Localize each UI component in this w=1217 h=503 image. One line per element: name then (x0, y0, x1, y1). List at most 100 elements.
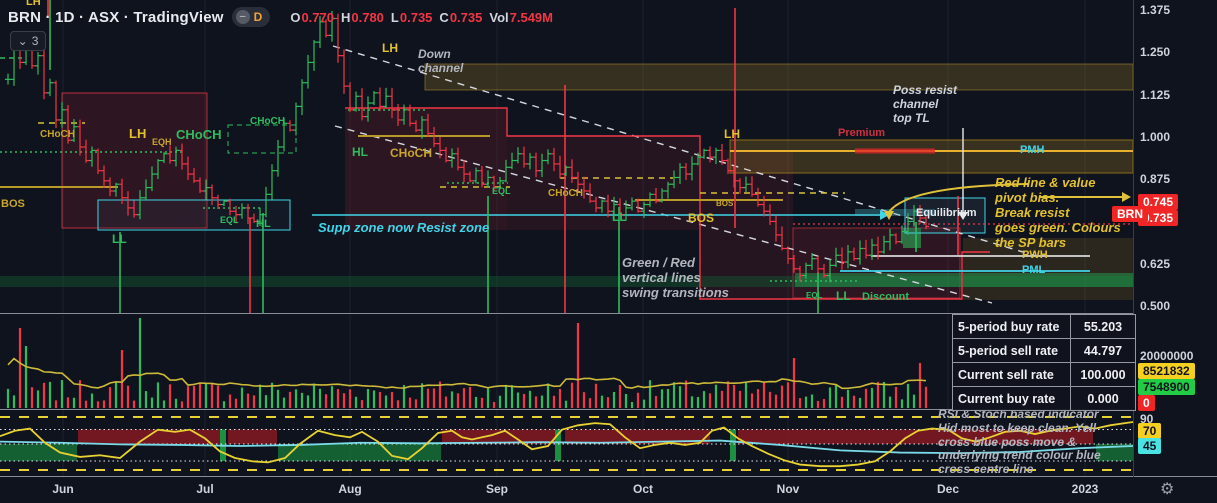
buy-sell-rates-table: 5-period buy rate 55.203 5-period sell rat… (952, 314, 1136, 411)
price-bar (5, 73, 11, 85)
price-bar (149, 166, 155, 192)
chart-structure-label: LL (112, 232, 127, 246)
price-bar (425, 113, 431, 137)
ohlc-key: C (439, 9, 449, 25)
bias-block-green (0, 444, 77, 461)
rate-label: 5-period buy rate (952, 314, 1071, 339)
oscillator-axis[interactable]: 90 70 45 (1134, 409, 1217, 476)
volume-axis[interactable]: 20000000 8521832 7548900 0 (1134, 313, 1217, 411)
price-axis[interactable]: 1.3751.2501.1251.0000.8750.7500.6250.500… (1134, 0, 1217, 313)
price-bar (821, 264, 827, 278)
chart-structure-label: LL (612, 210, 627, 224)
price-bar (167, 145, 173, 164)
chart-structure-label: BOS (688, 211, 715, 225)
price-bar (383, 87, 389, 108)
chart-structure-label: LH (129, 126, 147, 141)
rate-label: Current buy rate (952, 386, 1071, 411)
price-bar (389, 87, 395, 119)
symbol-title[interactable]: BRN · 1D · ASX · TradingView (8, 8, 224, 26)
pivot-step-line (345, 107, 990, 300)
axis-separator (1133, 0, 1134, 477)
price-bar (641, 201, 647, 218)
price-bar (887, 228, 893, 251)
volume-value-badge: 0 (1138, 395, 1155, 411)
pane-separator[interactable] (0, 476, 1217, 477)
price-axis-label: 0.875 (1140, 172, 1171, 186)
price-bar (827, 259, 833, 283)
price-bar (653, 187, 659, 204)
time-axis-label: 2023 (1071, 482, 1099, 496)
oscillator-axis-label: 90 (1140, 412, 1154, 426)
price-badge: 0.735 (1138, 210, 1179, 226)
price-bar (731, 166, 737, 188)
arrow-down-icon (884, 211, 894, 220)
price-bar (521, 146, 527, 168)
time-axis[interactable]: ⚙ Jun Jul Aug Sep Oct Nov Dec 2023 (0, 477, 1217, 503)
price-bar (911, 205, 917, 227)
pane-separator[interactable] (0, 409, 1133, 410)
price-bar (47, 78, 53, 97)
price-bar (455, 147, 461, 171)
pane-separator[interactable] (0, 313, 1133, 314)
chart-structure-label: CHoCH (40, 129, 75, 140)
price-bar (461, 160, 467, 183)
price-bar (647, 192, 653, 208)
price-bar (785, 246, 791, 264)
ohlc-value: 0.770 (301, 9, 334, 25)
price-bar (869, 238, 875, 260)
ohlc-key: Vol (489, 9, 509, 25)
price-axis-label: 1.375 (1140, 3, 1171, 17)
bias-block-red (442, 429, 557, 444)
rate-value: 55.203 (1070, 314, 1136, 339)
price-bar (155, 159, 161, 180)
oscillator-value-badge: 45 (1138, 438, 1162, 454)
zone-box (424, 63, 1134, 91)
chevron-down-icon: ⌄ (17, 34, 28, 48)
volume-axis-label: 20000000 (1140, 349, 1194, 363)
price-bar (851, 247, 857, 261)
price-bar (311, 40, 317, 71)
bias-transition-bar (730, 429, 736, 461)
price-bar (707, 146, 713, 163)
price-bar (371, 91, 377, 106)
price-bar (263, 186, 269, 218)
interval-badge: D (253, 10, 263, 24)
price-bar (197, 177, 203, 193)
rate-value: 44.797 (1070, 338, 1136, 363)
volume-panel[interactable] (0, 315, 1133, 409)
chart-structure-label: EQL (220, 215, 239, 225)
annotation-pivot-note: Red line & value pivot bias. Break resis… (995, 175, 1121, 250)
price-bar (359, 88, 365, 121)
price-bar (215, 194, 221, 210)
interval-toggle[interactable]: – D (231, 7, 271, 27)
gear-icon[interactable]: ⚙ (1160, 481, 1175, 498)
chart-structure-label: CHoCH (250, 116, 285, 127)
price-bar (509, 152, 515, 170)
price-bar (689, 156, 695, 181)
oscillator-panel[interactable] (0, 410, 1134, 476)
price-bar (419, 116, 425, 139)
price-bar (491, 175, 497, 191)
price-bar (53, 80, 59, 128)
chart-structure-labels: LH CHoCH LH EQH CHoCH CHoCH BOS EQL HL LL LH HL CHoC… (1, 0, 1048, 303)
main-price-chart[interactable] (0, 0, 1134, 314)
chart-structure-label: HL (352, 145, 368, 159)
collapse-indicators-button[interactable]: ⌄ 3 (10, 31, 46, 51)
price-bar (131, 200, 137, 218)
price-bar (65, 105, 71, 144)
price-bar (185, 156, 191, 180)
price-bar (881, 235, 887, 254)
price-bar (557, 155, 563, 179)
chart-structure-label: EQL (806, 291, 823, 300)
price-bar (479, 165, 485, 188)
bias-block-red (565, 429, 710, 444)
price-bar (893, 233, 899, 245)
zone-box (0, 276, 1133, 287)
price-bar (233, 205, 239, 224)
price-bar (749, 176, 755, 197)
annotation-rsi-note: RSI & Stoch based indicator Hid most to … (938, 407, 1101, 477)
price-bar (317, 16, 323, 48)
chart-structure-label: CHoCH (548, 188, 583, 199)
price-bar (395, 103, 401, 126)
price-bar (743, 176, 749, 193)
